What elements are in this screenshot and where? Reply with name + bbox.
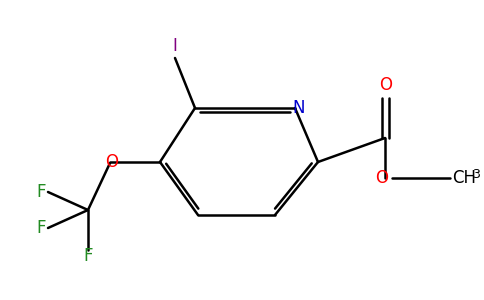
- Text: F: F: [36, 219, 46, 237]
- Text: I: I: [173, 37, 178, 55]
- Text: F: F: [83, 247, 93, 265]
- Text: O: O: [379, 76, 393, 94]
- Text: O: O: [376, 169, 389, 187]
- Text: O: O: [106, 153, 119, 171]
- Text: N: N: [293, 99, 305, 117]
- Text: CH: CH: [452, 169, 476, 187]
- Text: F: F: [36, 183, 46, 201]
- Text: 3: 3: [472, 167, 480, 181]
